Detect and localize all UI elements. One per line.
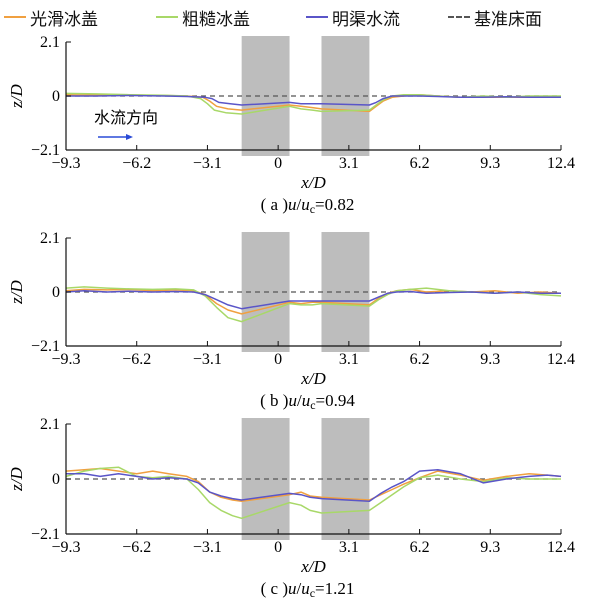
panel-c: −9.3 −6.2 −3.1 0 3.1 6.2 9.3 12.4 2.1 0 −2.1 z/D x/D…: [7, 416, 575, 600]
y-tick-label: 2.1: [40, 34, 60, 51]
series-line-open-channel: [65, 289, 561, 310]
x-axis-title: x/D: [300, 557, 326, 576]
y-tick-label: −2.1: [31, 338, 60, 355]
x-tick-label: −9.3: [51, 351, 80, 368]
legend-item-open-channel: 明渠水流: [306, 5, 400, 30]
panel-caption: ( b )u/uc=0.94: [260, 391, 355, 412]
y-tick-label: 0: [52, 284, 60, 301]
legend-swatch-smooth-ice: [4, 16, 26, 18]
x-tick-label: −3.1: [193, 351, 222, 368]
x-tick-label: −3.1: [193, 539, 222, 556]
y-axis-title: z/D: [7, 83, 26, 108]
panel-caption: ( c )u/uc=1.21: [261, 579, 355, 600]
series-line-open-channel: [66, 94, 561, 106]
x-axis-title: x/D: [300, 369, 326, 388]
y-tick-label: 2.1: [40, 230, 60, 247]
caption-slash: /: [296, 579, 301, 598]
x-tick-label: 12.4: [547, 155, 575, 172]
caption-critical-velocity: u: [302, 391, 311, 410]
panel-a: −9.3 −6.2 −3.1 0 3.1 6.2 9.3 12.4 2.1 0 −2.1 z/D x/D…: [7, 34, 575, 216]
y-tick-label: 0: [52, 471, 60, 488]
caption-value: =1.21: [315, 579, 354, 598]
legend-label-open-channel: 明渠水流: [332, 9, 400, 30]
legend-item-rough-ice: 粗糙冰盖: [156, 5, 250, 30]
caption-value: =0.94: [316, 391, 356, 410]
x-tick-label: 12.4: [547, 539, 575, 556]
x-tick-label: 3.1: [339, 539, 359, 556]
x-tick-label: −6.2: [122, 155, 151, 172]
caption-velocity: u: [288, 391, 297, 410]
y-tick-label: 0: [52, 88, 60, 105]
caption-prefix: ( c ): [261, 579, 288, 598]
legend-item-reference-bed: 基准床面: [448, 5, 542, 30]
x-tick-label: 0: [274, 351, 282, 368]
x-tick-label: 9.3: [480, 539, 500, 556]
caption-subscript: c: [310, 398, 315, 412]
x-tick-label: −6.2: [122, 539, 151, 556]
legend-item-smooth-ice: 光滑冰盖: [4, 5, 98, 30]
x-tick-label: −9.3: [51, 539, 80, 556]
x-axis-title: x/D: [300, 173, 326, 192]
x-tick-label: 6.2: [410, 351, 430, 368]
legend-label-reference-bed: 基准床面: [474, 9, 542, 30]
legend: 光滑冰盖 粗糙冰盖 明渠水流 基准床面: [0, 0, 589, 34]
x-tick-label: 3.1: [339, 351, 359, 368]
caption-prefix: ( b ): [260, 391, 288, 410]
panel-b: −9.3 −6.2 −3.1 0 3.1 6.2 9.3 12.4 2.1 0 −2.1 z/D x/D…: [7, 230, 575, 412]
series-line-open-channel: [66, 469, 562, 503]
x-tick-label: 12.4: [547, 351, 575, 368]
caption-prefix: ( a ): [261, 195, 288, 214]
x-tick-label: 9.3: [480, 155, 500, 172]
flow-direction-label: 水流方向: [94, 108, 158, 127]
x-tick-label: −9.3: [51, 155, 80, 172]
x-tick-label: 0: [274, 539, 282, 556]
series-line-smooth-ice: [65, 467, 562, 503]
caption-critical-velocity: u: [301, 195, 310, 214]
legend-swatch-rough-ice: [156, 16, 178, 18]
x-tick-label: −3.1: [193, 155, 222, 172]
caption-slash: /: [296, 195, 301, 214]
y-tick-label: −2.1: [31, 526, 60, 543]
series-line-rough-ice: [65, 466, 561, 520]
flow-arrow-head: [126, 134, 133, 140]
caption-value: =0.82: [315, 195, 354, 214]
x-tick-label: 0: [274, 155, 282, 172]
x-tick-label: 6.2: [410, 155, 430, 172]
y-axis-title: z/D: [7, 466, 26, 491]
y-axis-title: z/D: [7, 279, 26, 304]
legend-swatch-open-channel: [306, 16, 328, 18]
caption-subscript: c: [310, 586, 315, 600]
y-tick-label: 2.1: [40, 416, 60, 433]
legend-label-rough-ice: 粗糙冰盖: [182, 9, 250, 30]
x-tick-label: 6.2: [410, 539, 430, 556]
caption-subscript: c: [310, 202, 315, 216]
caption-velocity: u: [288, 579, 297, 598]
legend-swatch-reference-bed: [448, 16, 470, 18]
caption-slash: /: [297, 391, 302, 410]
x-tick-label: −6.2: [122, 351, 151, 368]
x-tick-label: 9.3: [480, 351, 500, 368]
y-tick-label: −2.1: [31, 142, 60, 159]
x-tick-label: 3.1: [339, 155, 359, 172]
panel-caption: ( a )u/uc=0.82: [261, 195, 355, 216]
caption-critical-velocity: u: [301, 579, 310, 598]
caption-velocity: u: [288, 195, 297, 214]
legend-label-smooth-ice: 光滑冰盖: [30, 9, 98, 30]
